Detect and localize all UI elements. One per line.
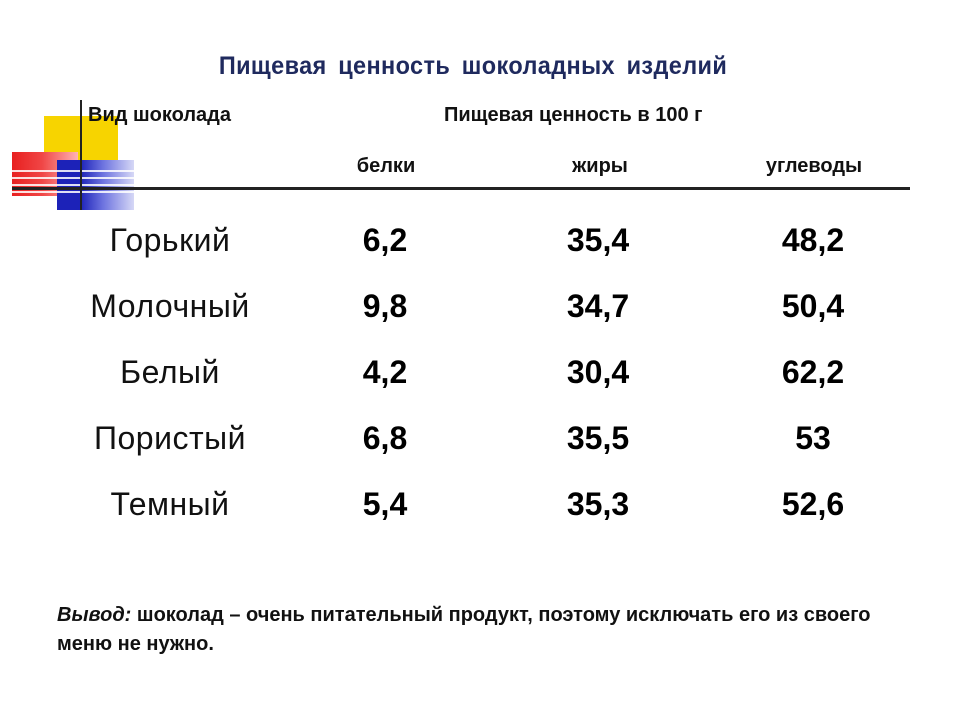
table-header-rule	[12, 187, 910, 190]
table-row: Белый 4,2 30,4 62,2	[0, 350, 960, 416]
slide-title: Пищевая ценность шоколадных изделий	[218, 52, 728, 80]
carbohydrates-value: 52,6	[781, 486, 845, 522]
conclusion-lead: Вывод:	[57, 604, 132, 626]
proteins-value: 4,2	[362, 354, 408, 390]
header-fats: жиры	[572, 155, 628, 177]
header-proteins: белки	[356, 155, 416, 177]
chocolate-name: Молочный	[90, 288, 250, 324]
chocolate-name: Пористый	[94, 420, 246, 456]
fats-value: 34,7	[566, 288, 630, 324]
proteins-value: 6,8	[362, 420, 408, 456]
header-carbohydrates: углеводы	[765, 155, 863, 177]
chocolate-name: Темный	[110, 486, 230, 522]
carbohydrates-value: 62,2	[781, 354, 845, 390]
carbohydrates-value: 53	[795, 420, 831, 456]
table-vertical-rule	[80, 100, 82, 210]
proteins-value: 5,4	[362, 486, 408, 522]
header-nutritional-value: Пищевая ценность в 100 г	[444, 104, 703, 126]
table-row: Горький 6,2 35,4 48,2	[0, 218, 960, 284]
carbohydrates-value: 50,4	[781, 288, 845, 324]
proteins-value: 6,2	[362, 222, 408, 258]
fats-value: 35,3	[566, 486, 630, 522]
fats-value: 35,4	[566, 222, 630, 258]
table-row: Темный 5,4 35,3 52,6	[0, 482, 960, 548]
decorative-stripes	[12, 170, 134, 196]
proteins-value: 9,8	[362, 288, 408, 324]
chocolate-name: Горький	[109, 222, 231, 258]
table-row: Молочный 9,8 34,7 50,4	[0, 284, 960, 350]
conclusion-text: Вывод: шоколад – очень питательный проду…	[57, 601, 897, 659]
chocolate-name: Белый	[120, 354, 220, 390]
carbohydrates-value: 48,2	[781, 222, 845, 258]
table-body: Горький 6,2 35,4 48,2 Молочный 9,8 34,7 …	[0, 218, 960, 548]
fats-value: 30,4	[566, 354, 630, 390]
table-row: Пористый 6,8 35,5 53	[0, 416, 960, 482]
header-chocolate-type: Вид шоколада	[88, 104, 231, 126]
fats-value: 35,5	[566, 420, 630, 456]
conclusion-body: шоколад – очень питательный продукт, поэ…	[57, 604, 871, 655]
